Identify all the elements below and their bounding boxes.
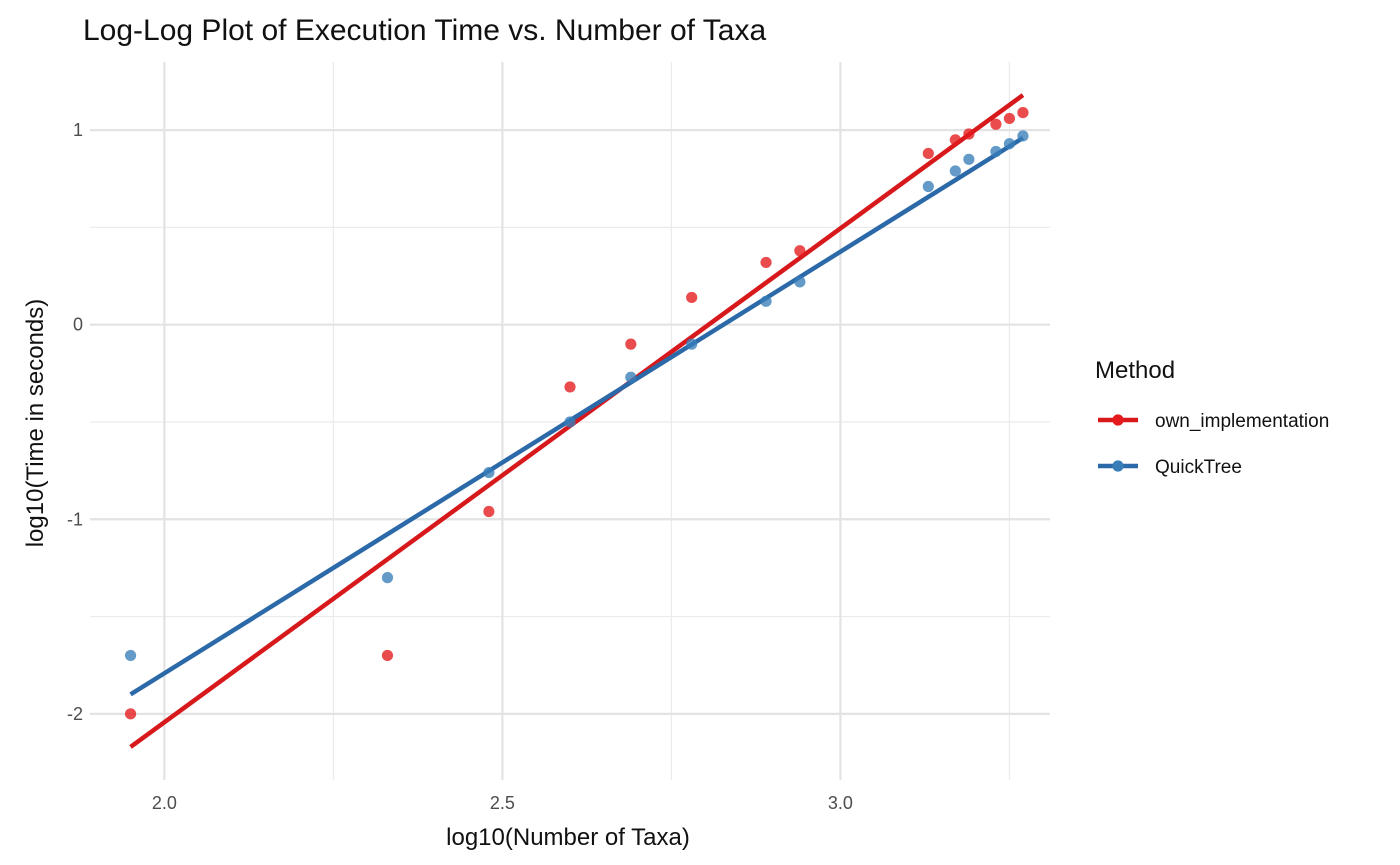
own-implementation-data-point <box>1003 112 1016 125</box>
quicktree-data-point <box>949 165 961 177</box>
own-implementation-data-point <box>124 708 137 720</box>
own-implementation-data-point <box>483 505 495 518</box>
quicktree-data-point <box>625 371 637 383</box>
quicktree-data-point <box>922 180 934 193</box>
x-tick-label: 2.5 <box>490 793 515 813</box>
y-tick-label: 0 <box>73 315 83 335</box>
quicktree-data-point <box>1017 130 1029 142</box>
y-tick-label: 1 <box>73 120 83 140</box>
own-implementation-data-point <box>1017 106 1029 119</box>
x-axis-title: log10(Number of Taxa) <box>446 824 690 851</box>
chart-title: Log-Log Plot of Execution Time vs. Numbe… <box>83 14 766 47</box>
quicktree-data-point <box>990 145 1002 158</box>
legend: Method own_implementation QuickTree <box>1095 357 1329 478</box>
own-implementation-legend-label: own_implementation <box>1155 411 1329 432</box>
y-axis-title: log10(Time in seconds) <box>22 299 49 548</box>
quicktree-fit-line <box>129 135 1025 697</box>
x-tick-label: 2.0 <box>152 793 177 813</box>
own-implementation-data-point <box>760 256 772 269</box>
quicktree-data-point <box>381 572 394 584</box>
plot-panel: 2.0 2.5 3.0 -2 -1 0 1 <box>67 62 1050 813</box>
y-tick-label: -1 <box>67 509 83 529</box>
own-implementation-data-point <box>381 649 394 662</box>
quicktree-data-point <box>686 338 698 350</box>
own-implementation-data-point <box>963 128 975 140</box>
quicktree-legend-label: QuickTree <box>1155 457 1242 478</box>
own-implementation-data-point <box>922 147 934 160</box>
own-implementation-data-point <box>686 291 698 304</box>
legend-title: Method <box>1095 357 1175 384</box>
y-tick-label: -2 <box>67 704 83 724</box>
quicktree-data-point <box>1003 138 1016 150</box>
own-implementation-data-point <box>794 245 806 257</box>
x-tick-label: 3.0 <box>828 793 853 813</box>
quicktree-data-point <box>760 295 772 307</box>
own-implementation-data-point <box>625 338 637 350</box>
own-implementation-legend-key-point <box>1112 414 1124 426</box>
quicktree-data-point <box>564 416 576 428</box>
own-implementation-data-point <box>990 118 1002 130</box>
quicktree-data-point <box>794 276 806 288</box>
own-implementation-data-point <box>949 134 961 146</box>
quicktree-data-point <box>963 153 975 165</box>
own-implementation-data-point <box>564 381 576 393</box>
own-implementation-fit-line <box>129 93 1025 749</box>
quicktree-data-point <box>483 466 495 479</box>
quicktree-data-point <box>124 649 137 662</box>
quicktree-legend-key-point <box>1112 460 1124 472</box>
